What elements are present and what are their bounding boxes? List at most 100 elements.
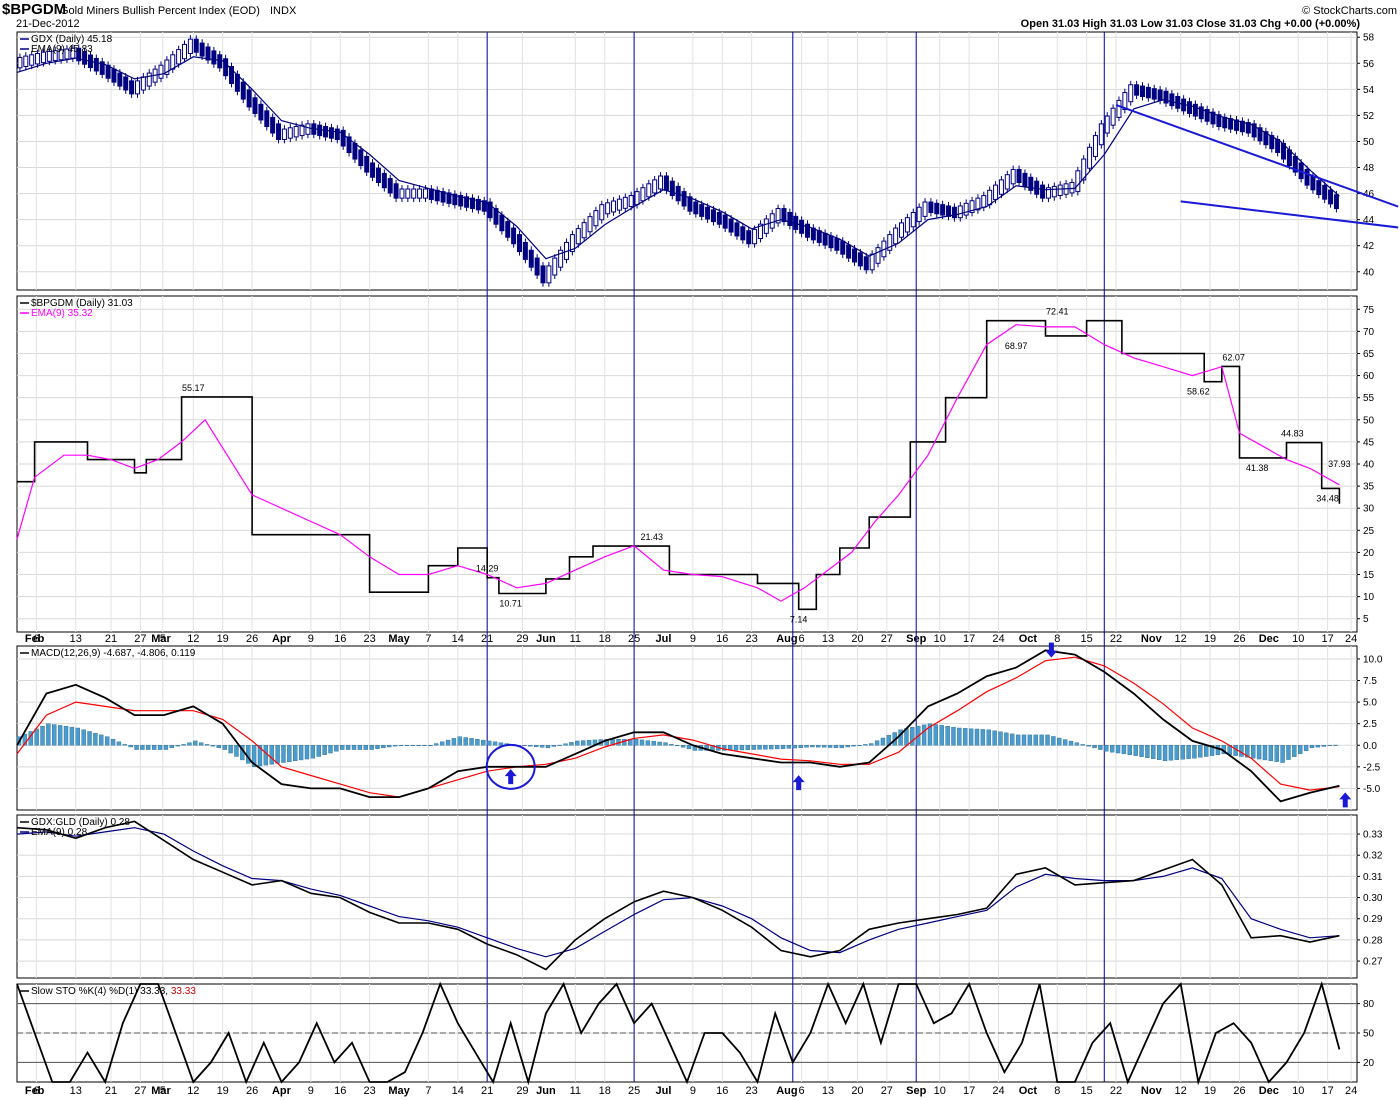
y-tick-label: 56 <box>1363 59 1375 70</box>
candle-body <box>575 228 581 245</box>
macd-histogram-bar <box>1068 740 1074 746</box>
candle-body <box>1087 146 1093 169</box>
x-tick-label: May <box>388 633 410 645</box>
macd-histogram-bar <box>463 737 468 746</box>
bpgdm-value-label: 41.38 <box>1246 463 1269 473</box>
x-tick-label: 17 <box>1321 1085 1333 1097</box>
macd-histogram-bar <box>992 730 997 746</box>
x-tick-label: 27 <box>881 1085 893 1097</box>
x-tick-label: Feb <box>25 1085 45 1097</box>
candle-body <box>405 188 411 199</box>
macd-histogram-bar <box>1174 745 1180 760</box>
candle-body <box>887 234 893 251</box>
candle-body <box>58 49 64 61</box>
candle-body <box>998 179 1004 195</box>
candle-body <box>852 248 857 263</box>
macd-histogram-bar <box>633 739 639 746</box>
x-tick-label: 17 <box>963 633 975 645</box>
candle-body <box>734 222 740 237</box>
candle-body <box>1269 135 1275 150</box>
candle-body <box>1275 139 1281 154</box>
candle-body <box>1139 85 1145 98</box>
legend-text: $BPGDM (Daily) 31.03 <box>31 298 133 309</box>
macd-histogram-bar <box>1057 737 1062 746</box>
x-tick-label: Feb <box>25 633 45 645</box>
macd-histogram-bar <box>581 740 586 746</box>
candle-body <box>1222 116 1228 129</box>
bpgdm-value-label: 72.41 <box>1046 307 1069 317</box>
legend-text: EMA(9) 35.32 <box>31 308 93 319</box>
candle-body <box>846 244 852 259</box>
macd-histogram-bar <box>939 725 944 746</box>
candle-body <box>975 197 981 211</box>
candle-body <box>875 247 881 264</box>
candle-body <box>123 76 129 91</box>
macd-histogram-bar <box>334 745 339 752</box>
candle-body <box>328 127 334 139</box>
macd-histogram-bar <box>357 745 363 750</box>
macd-histogram-bar <box>187 742 192 746</box>
macd-histogram-bar <box>874 740 880 746</box>
candle-body <box>957 205 963 219</box>
panel-gdx: 40 42 44 46 48 50 52 54 56 58 <box>16 31 1375 291</box>
y-tick-label: 35 <box>1363 482 1375 493</box>
candle-body <box>963 202 969 216</box>
macd-histogram-bar <box>1280 745 1285 763</box>
candle-body <box>229 66 235 84</box>
macd-histogram-bar <box>369 745 374 750</box>
candle-body <box>534 257 540 276</box>
candle-body <box>540 265 546 284</box>
y-tick-label: -5.0 <box>1363 784 1381 795</box>
candle-body <box>1304 168 1310 186</box>
candle-body <box>287 127 293 139</box>
candle-body <box>528 249 534 268</box>
x-tick-label: Oct <box>1019 633 1038 645</box>
x-tick-label: Dec <box>1259 633 1279 645</box>
macd-histogram-bar <box>157 745 163 750</box>
candle-body <box>840 240 846 255</box>
candle-body <box>757 223 763 240</box>
macd-histogram-bar <box>1298 745 1303 754</box>
macd-histogram-bar <box>951 726 956 746</box>
candle-body <box>1040 184 1046 199</box>
sto-k-line <box>16 981 1341 1086</box>
x-tick-label: 23 <box>364 633 376 645</box>
macd-histogram-bar <box>663 742 668 746</box>
macd-histogram-bar <box>722 745 727 751</box>
candle-body <box>781 208 787 223</box>
candle-body <box>452 193 458 206</box>
macd-histogram-bar <box>340 745 345 750</box>
macd-histogram-bar <box>575 740 580 746</box>
macd-histogram-bar <box>1203 745 1209 757</box>
candle-body <box>705 206 711 220</box>
trendline <box>1180 200 1399 229</box>
candle-body <box>1057 184 1063 197</box>
macd-histogram-bar <box>345 745 351 750</box>
macd-histogram-bar <box>1139 745 1144 757</box>
candle-body <box>775 208 781 224</box>
macd-histogram-bar <box>22 733 28 746</box>
x-tick-label: 24 <box>992 633 1004 645</box>
candle-body <box>64 48 70 60</box>
macd-histogram-bar <box>1309 745 1315 749</box>
candle-body <box>640 187 646 202</box>
candle-body <box>199 42 205 57</box>
macd-histogram-bar <box>445 739 451 746</box>
macd-histogram-bar <box>375 745 380 749</box>
macd-histogram-bar <box>833 745 839 748</box>
candle-body <box>299 124 305 137</box>
macd-histogram-bar <box>792 745 797 749</box>
candle-body <box>1192 103 1198 117</box>
macd-histogram-bar <box>263 745 269 766</box>
macd-histogram-bar <box>175 745 180 747</box>
legend-text: GDX:GLD (Daily) 0.28 <box>31 817 130 828</box>
y-tick-label: 60 <box>1363 371 1375 382</box>
candle-body <box>1316 180 1322 195</box>
macd-histogram-bar <box>210 745 216 747</box>
x-tick-label: 24 <box>1345 1085 1357 1097</box>
macd-histogram-bar <box>963 728 968 746</box>
candle-body <box>29 54 35 66</box>
y-tick-label: 50 <box>1363 415 1375 426</box>
x-tick-label: 6 <box>33 1085 39 1097</box>
candle-body <box>370 162 376 178</box>
